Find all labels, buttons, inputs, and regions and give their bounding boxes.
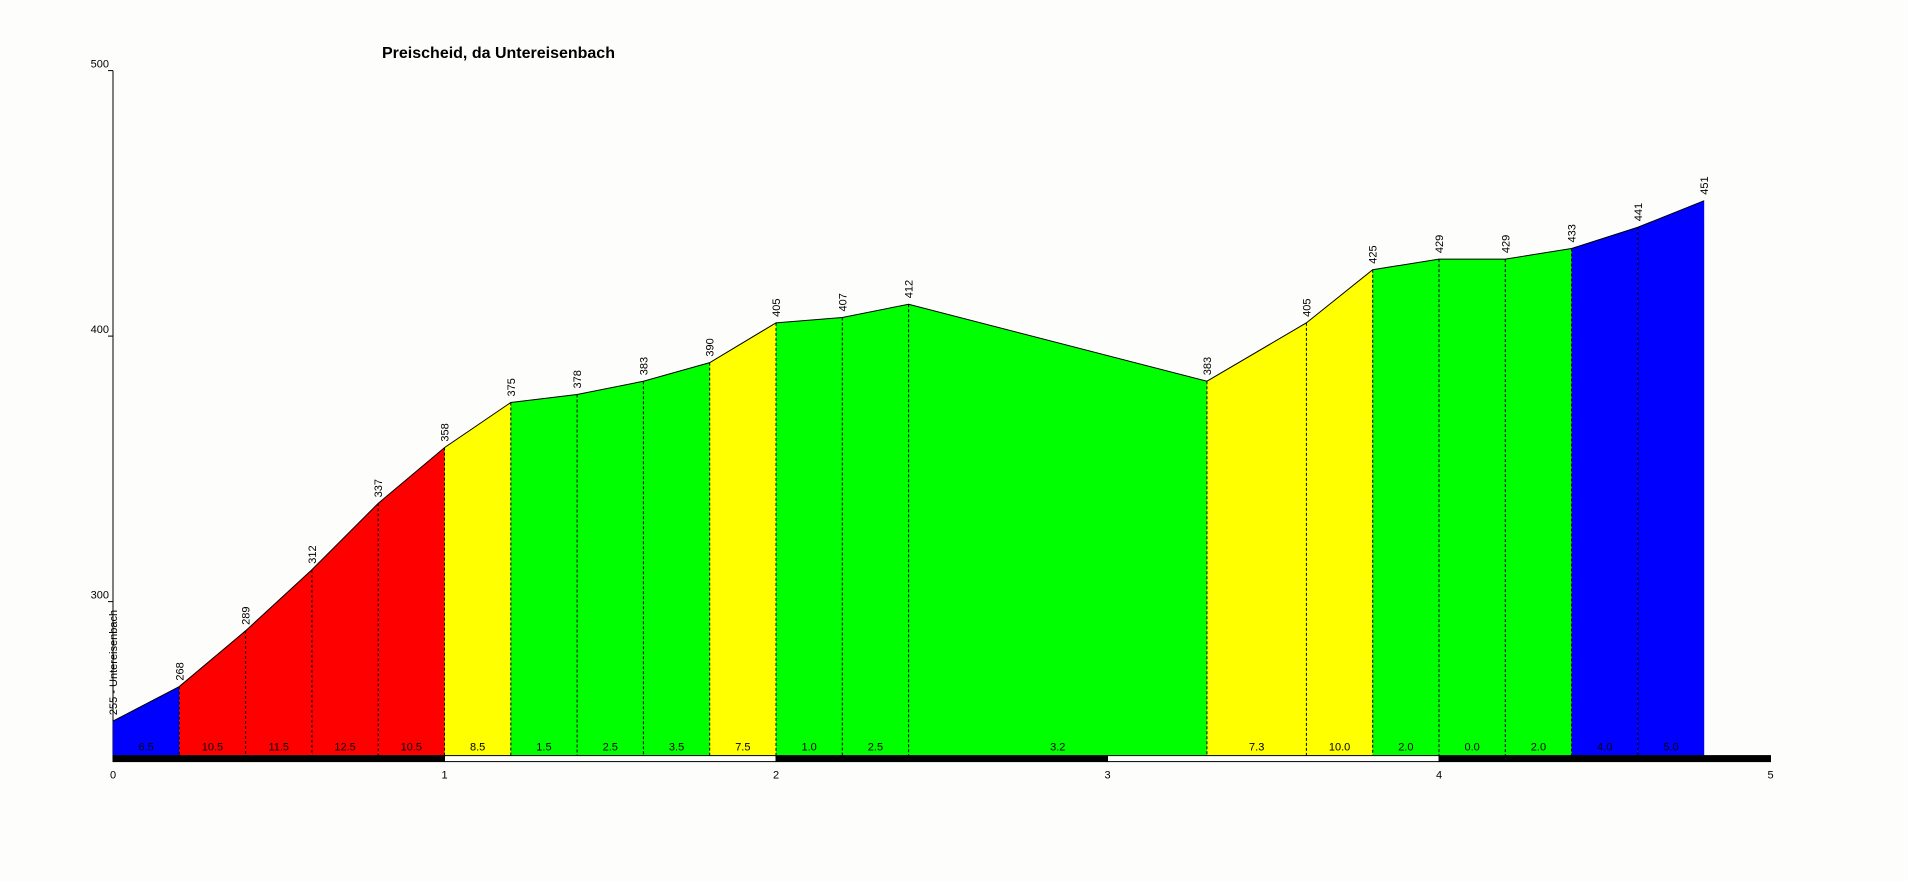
segment-fill [842,304,909,756]
segment-fill [1505,248,1572,756]
segment-fill [776,317,843,756]
point-label: 383 [1202,357,1214,375]
point-label: 433 [1567,224,1579,242]
x-axis-band [775,755,1108,763]
y-tick-label: 500 [91,59,109,71]
segment-fill [1206,322,1307,756]
x-tick-label: 4 [1436,770,1442,782]
segment-fill [510,394,578,756]
point-label: 255 - Untereisenbach [108,610,120,715]
gradient-label: 11.5 [268,742,289,754]
x-tick-label: 0 [110,770,116,782]
segment-fill [444,402,511,756]
segment-fill [1637,200,1705,756]
x-axis-band [444,755,777,763]
gradient-label: 7.5 [735,742,750,754]
gradient-label: 7.3 [1249,742,1264,754]
x-axis-band [1107,755,1440,763]
point-label: 358 [440,423,452,441]
segment-fill [245,569,312,756]
gradient-label: 2.0 [1398,742,1413,754]
gradient-label: 6.5 [139,742,154,754]
y-tick-label: 400 [91,324,109,336]
point-label: 268 [174,662,186,680]
profile-line [112,200,1705,722]
gradient-label: 2.0 [1531,742,1546,754]
y-tick-label: 300 [91,590,109,602]
segment-fill [113,686,180,756]
point-label: 378 [572,370,584,388]
gradient-label: 1.5 [536,742,551,754]
segment-fill [1306,269,1373,756]
gradient-label: 2.5 [868,742,883,754]
point-label: 405 [771,298,783,316]
gradient-label: 0.0 [1465,742,1480,754]
gradient-label: 10.5 [401,742,422,754]
segment-fill [179,630,246,756]
point-label: 407 [837,293,849,311]
gradient-label: 4.0 [1597,742,1612,754]
gradient-label: 12.5 [334,742,355,754]
x-tick-label: 2 [773,770,779,782]
point-label: 337 [373,479,385,497]
gradient-label: 3.5 [669,742,684,754]
chart-title: Preischeid, da Untereisenbach [382,45,615,62]
segment-fill [1571,227,1638,756]
point-label: 412 [904,280,916,298]
segment-fill [643,362,710,756]
gradient-label: 10.0 [1329,742,1350,754]
point-label: 289 [241,606,253,624]
gradient-label: 5.0 [1663,742,1678,754]
segment-fill [908,304,1207,756]
x-tick-label: 1 [441,770,447,782]
point-label: 390 [705,338,717,356]
segment-fill [1439,259,1506,756]
gradient-label: 1.0 [802,742,817,754]
x-axis-band [112,755,445,763]
point-label: 425 [1368,245,1380,263]
x-tick-label: 5 [1767,770,1773,782]
point-label: 383 [638,357,650,375]
point-label: 405 [1301,298,1313,316]
point-label: 429 [1434,235,1446,253]
gradient-label: 8.5 [470,742,485,754]
point-label: 451 [1699,176,1711,194]
point-label: 375 [506,378,518,396]
segment-fill [1372,259,1439,756]
segment-fill [311,503,379,756]
segment-fill [577,381,644,756]
x-axis-band [1438,755,1771,763]
point-label: 441 [1633,203,1645,221]
segment-fill [709,322,776,756]
gradient-label: 3.2 [1050,742,1065,754]
segment-fill [378,447,445,756]
x-tick-label: 3 [1104,770,1110,782]
gradient-label: 10.5 [202,742,223,754]
point-label: 312 [307,545,319,563]
point-label: 429 [1500,235,1512,253]
gradient-label: 2.5 [603,742,618,754]
